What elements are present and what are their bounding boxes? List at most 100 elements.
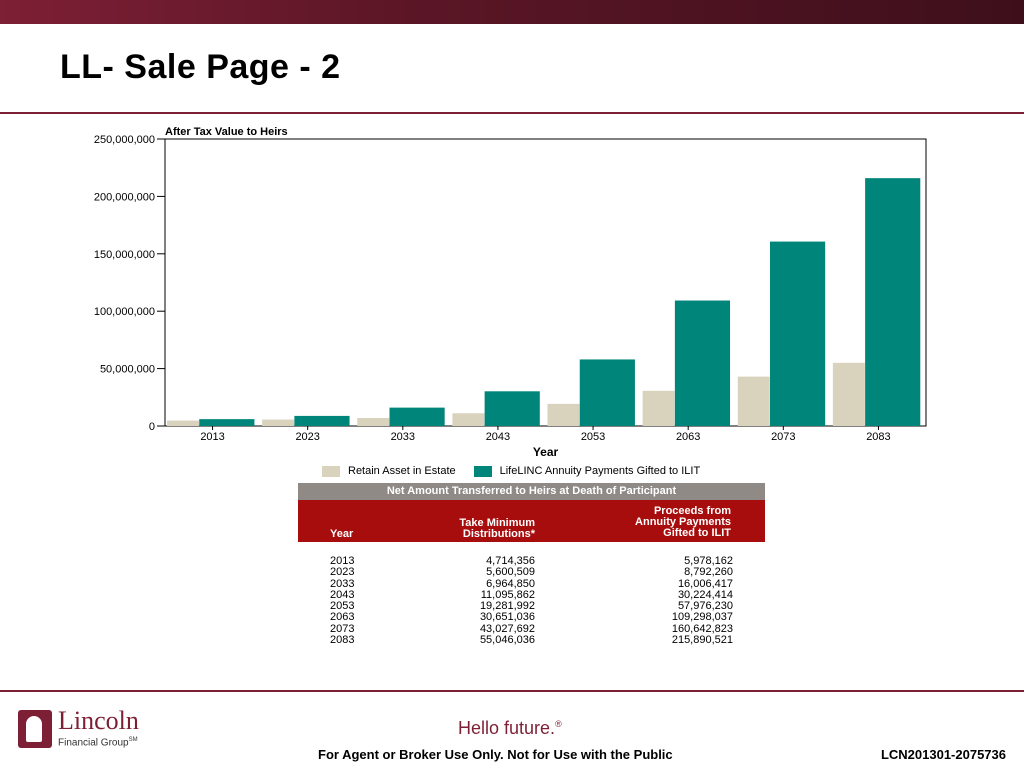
cell-tmd: 19,281,992	[479, 600, 535, 613]
bar-retain	[167, 420, 200, 426]
cell-proceeds: 5,978,162	[684, 555, 733, 567]
bar-lifelinc	[579, 359, 635, 426]
bar-retain	[547, 403, 580, 426]
x-axis-title: Year	[533, 445, 559, 459]
table-title: Net Amount Transferred to Heirs at Death…	[298, 483, 765, 500]
x-tick-label: 2063	[676, 431, 700, 443]
x-tick-label: 2023	[295, 431, 319, 443]
cell-proceeds: 57,976,230	[677, 600, 733, 613]
tagline-mark: ®	[555, 719, 562, 729]
header-take-minimum: Take Minimum Distributions*	[400, 518, 535, 540]
bar-lifelinc	[199, 419, 255, 426]
cell-proceeds: 16,006,417	[677, 577, 733, 590]
cell-proceeds: 30,224,414	[677, 588, 733, 601]
plot-frame	[164, 138, 927, 427]
y-tick-label: 150,000,000	[94, 249, 155, 261]
bar-retain	[737, 376, 770, 426]
header-proc-line2: Annuity Payments	[635, 516, 731, 528]
bar-retain	[832, 362, 865, 426]
cell-tmd: 6,964,850	[486, 577, 535, 590]
page-title: LL- Sale Page - 2	[60, 48, 341, 86]
cell-year: 2013	[330, 555, 355, 567]
x-tick-label: 2073	[771, 431, 795, 443]
legend-label-retain: Retain Asset in Estate	[348, 465, 456, 477]
bar-retain	[642, 390, 675, 426]
x-tick-label: 2083	[866, 431, 890, 443]
header-proc-line1: Proceeds from	[653, 505, 731, 517]
header-tmd-line2: Distributions*	[462, 528, 535, 540]
table-header: Year Take Minimum Distributions* Proceed…	[298, 500, 765, 542]
top-banner	[0, 0, 1024, 24]
table-row: 2043 11,095,862 30,224,414	[298, 588, 765, 601]
table-row: 2073 43,027,692 160,642,823	[298, 622, 765, 635]
table-row: 2023 5,600,509 8,792,260	[298, 566, 765, 579]
disclaimer: For Agent or Broker Use Only. Not for Us…	[318, 747, 673, 762]
lincoln-profile-icon	[18, 709, 52, 748]
footer-divider	[0, 690, 1024, 692]
table-row: 2013 4,714,356 5,978,162	[298, 555, 765, 567]
legend-swatch-retain	[322, 465, 340, 477]
bar-retain	[452, 413, 485, 426]
logo-wordmark: Lincoln Financial GroupSM	[58, 708, 139, 749]
lincoln-logo: Lincoln Financial GroupSM	[18, 708, 139, 749]
cell-year: 2083	[330, 634, 355, 647]
legend-label-lifelinc: LifeLINC Annuity Payments Gifted to ILIT	[499, 465, 701, 477]
tagline-text: Hello future.	[458, 718, 556, 738]
cell-year: 2053	[330, 600, 355, 613]
cell-tmd: 55,046,036	[479, 634, 535, 647]
cell-year: 2023	[330, 566, 355, 579]
cell-year: 2043	[330, 588, 355, 601]
cell-proceeds: 160,642,823	[671, 622, 733, 635]
table-row: 2033 6,964,850 16,006,417	[298, 577, 765, 590]
y-tick-label: 100,000,000	[94, 306, 155, 318]
cell-year: 2073	[330, 622, 355, 635]
x-tick-label: 2013	[200, 431, 224, 443]
bar-lifelinc	[865, 178, 921, 426]
bar-lifelinc	[389, 407, 445, 426]
header-year: Year	[330, 528, 354, 540]
legend-swatch-lifelinc	[473, 465, 492, 477]
table-row: 2083 55,046,036 215,890,521	[298, 634, 765, 647]
header-proceeds: Proceeds from Annuity Payments Gifted to…	[581, 506, 731, 539]
net-amount-table: Net Amount Transferred to Heirs at Death…	[298, 483, 765, 646]
chart-legend: Retain Asset in Estate LifeLINC Annuity …	[322, 465, 718, 477]
y-tick-label: 250,000,000	[94, 134, 155, 146]
cell-tmd: 30,651,036	[479, 611, 535, 624]
y-tick-label: 200,000,000	[94, 191, 155, 203]
bar-lifelinc	[769, 241, 826, 426]
table-row: 2063 30,651,036 109,298,037	[298, 611, 765, 624]
cell-tmd: 11,095,862	[480, 588, 535, 601]
cell-proceeds: 8,792,260	[684, 566, 733, 579]
y-tick-label: 0	[149, 421, 155, 433]
cell-proceeds: 109,298,037	[671, 611, 733, 624]
table-body: 2013 4,714,356 5,978,162 2023 5,600,509 8,79…	[298, 542, 765, 646]
bar-lifelinc	[484, 391, 540, 426]
title-divider	[0, 112, 1024, 114]
cell-proceeds: 215,890,521	[671, 634, 733, 647]
logo-subtitle-text: Financial Group	[58, 737, 129, 749]
x-tick-label: 2043	[486, 431, 510, 443]
cell-tmd: 4,714,356	[486, 555, 535, 567]
cell-year: 2033	[330, 577, 355, 590]
logo-name: Lincoln	[58, 706, 139, 735]
cell-tmd: 43,027,692	[479, 622, 535, 635]
logo-subtitle-mark: SM	[128, 737, 138, 743]
header-proc-line3: Gifted to ILIT	[663, 527, 731, 539]
table-row: 2053 19,281,992 57,976,230	[298, 600, 765, 613]
cell-tmd: 5,600,509	[486, 566, 535, 579]
bar-lifelinc	[294, 415, 350, 426]
bar-retain	[262, 419, 295, 426]
tagline: Hello future.®	[458, 718, 562, 739]
chart-title: After Tax Value to Heirs	[165, 126, 288, 138]
legend-item-retain: Retain Asset in Estate	[322, 465, 456, 477]
x-tick-label: 2053	[581, 431, 605, 443]
bar-lifelinc	[674, 300, 731, 426]
cell-year: 2063	[330, 611, 355, 624]
logo-subtitle: Financial GroupSM	[58, 734, 139, 749]
y-tick-label: 50,000,000	[100, 364, 155, 376]
x-tick-label: 2033	[391, 431, 415, 443]
header-tmd-line1: Take Minimum	[459, 517, 535, 529]
legend-item-lifelinc: LifeLINC Annuity Payments Gifted to ILIT	[473, 465, 701, 477]
bar-retain	[357, 418, 390, 426]
bar-chart: After Tax Value to Heirs 0 50,000,000 100,0…	[94, 126, 927, 459]
